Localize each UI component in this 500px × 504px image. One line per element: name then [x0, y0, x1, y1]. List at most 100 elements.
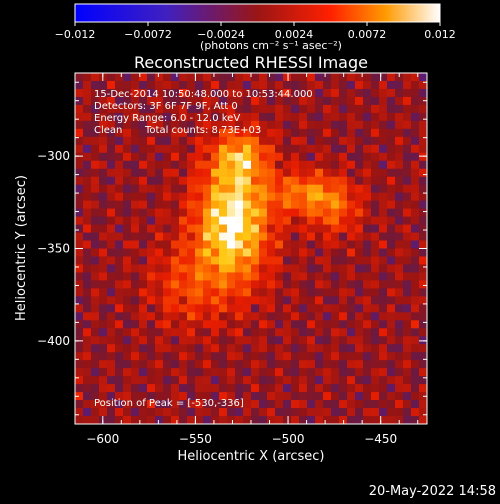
heatmap-cell	[227, 408, 236, 417]
heatmap-cell	[83, 280, 92, 289]
heatmap-cell	[331, 128, 340, 138]
heatmap-cell	[283, 184, 292, 194]
heatmap-cell	[339, 392, 348, 401]
heatmap-cell	[227, 272, 236, 282]
heatmap-cell	[211, 248, 220, 258]
heatmap-cell	[235, 192, 244, 202]
heatmap-cell	[195, 272, 204, 282]
heatmap-cell	[267, 128, 276, 138]
heatmap-cell	[251, 80, 260, 90]
heatmap-cell	[331, 80, 340, 90]
heatmap-cell	[403, 224, 412, 234]
heatmap-cell	[403, 128, 412, 138]
heatmap-cell	[355, 368, 364, 377]
heatmap-cell	[123, 384, 132, 393]
heatmap-cell	[171, 344, 180, 353]
heatmap-cell	[203, 280, 212, 289]
heatmap-cell	[235, 168, 244, 178]
heatmap-cell	[267, 384, 276, 393]
heatmap-cell	[275, 416, 284, 424]
heatmap-cell	[419, 408, 427, 417]
heatmap-cell	[363, 200, 372, 210]
heatmap-cell	[339, 152, 348, 162]
heatmap-cell	[283, 416, 292, 424]
heatmap-cell	[315, 80, 324, 90]
heatmap-cell	[203, 368, 212, 377]
heatmap-cell	[171, 120, 180, 130]
heatmap-cell	[91, 304, 100, 313]
heatmap-cell	[347, 416, 356, 424]
heatmap-cell	[379, 304, 388, 313]
heatmap-cell	[299, 200, 308, 210]
heatmap-cell	[347, 152, 356, 162]
heatmap-cell	[179, 136, 188, 146]
heatmap-cell	[139, 416, 148, 424]
heatmap-cell	[379, 296, 388, 305]
heatmap-cell	[411, 144, 420, 154]
heatmap-cell	[283, 384, 292, 393]
heatmap-cell	[387, 128, 396, 138]
heatmap-cell	[347, 232, 356, 242]
heatmap-cell	[187, 296, 196, 305]
heatmap-cell	[227, 280, 236, 289]
heatmap-cell	[123, 264, 132, 274]
heatmap-cell	[259, 408, 268, 417]
heatmap-cell	[371, 160, 380, 170]
heatmap-cell	[227, 360, 236, 369]
heatmap-cell	[99, 408, 108, 417]
heatmap-cell	[323, 200, 332, 210]
heatmap-cell	[163, 240, 172, 250]
heatmap-cell	[339, 200, 348, 210]
heatmap-cell	[387, 224, 396, 234]
heatmap-cell	[179, 80, 188, 90]
heatmap-cell	[339, 104, 348, 114]
heatmap-cell	[203, 264, 212, 274]
heatmap-cell	[99, 352, 108, 361]
heatmap-cell	[75, 408, 84, 417]
heatmap-cell	[219, 216, 228, 226]
heatmap-cell	[187, 224, 196, 234]
heatmap-cell	[139, 96, 148, 106]
heatmap-cell	[347, 288, 356, 297]
heatmap-cell	[179, 168, 188, 178]
heatmap-cell	[387, 416, 396, 424]
heatmap-cell	[83, 376, 92, 385]
heatmap-cell	[179, 272, 188, 282]
heatmap-cell	[235, 360, 244, 369]
annotation-total-counts: Total counts: 8.73E+03	[144, 125, 261, 136]
heatmap-cell	[283, 296, 292, 305]
heatmap-cell	[107, 88, 116, 98]
heatmap-cell	[91, 328, 100, 337]
heatmap-cell	[211, 264, 220, 274]
heatmap-cell	[323, 128, 332, 138]
heatmap-cell	[91, 176, 100, 186]
heatmap-cell	[403, 352, 412, 361]
heatmap-cell	[179, 120, 188, 130]
heatmap-cell	[299, 400, 308, 409]
heatmap-cell	[195, 320, 204, 329]
heatmap-cell	[147, 312, 156, 321]
heatmap-cell	[75, 280, 84, 289]
heatmap-cell	[299, 296, 308, 305]
heatmap-cell	[363, 304, 372, 313]
heatmap-cell	[275, 80, 284, 90]
heatmap-cell	[387, 80, 396, 90]
heatmap-cell	[307, 88, 316, 98]
heatmap-cell	[115, 296, 124, 305]
heatmap-cell	[115, 73, 124, 82]
heatmap-cell	[211, 256, 220, 266]
heatmap-cell	[347, 200, 356, 210]
heatmap-cell	[203, 208, 212, 218]
heatmap-cell	[299, 248, 308, 258]
heatmap-cell	[307, 216, 316, 226]
heatmap-cell	[139, 288, 148, 297]
heatmap-cell	[411, 208, 420, 218]
heatmap-cell	[315, 416, 324, 424]
heatmap-cell	[331, 392, 340, 401]
heatmap-cell	[387, 352, 396, 361]
heatmap-cell	[115, 152, 124, 162]
heatmap-cell	[371, 176, 380, 186]
heatmap-cell	[403, 104, 412, 114]
heatmap-cell	[291, 288, 300, 297]
heatmap-cell	[307, 304, 316, 313]
